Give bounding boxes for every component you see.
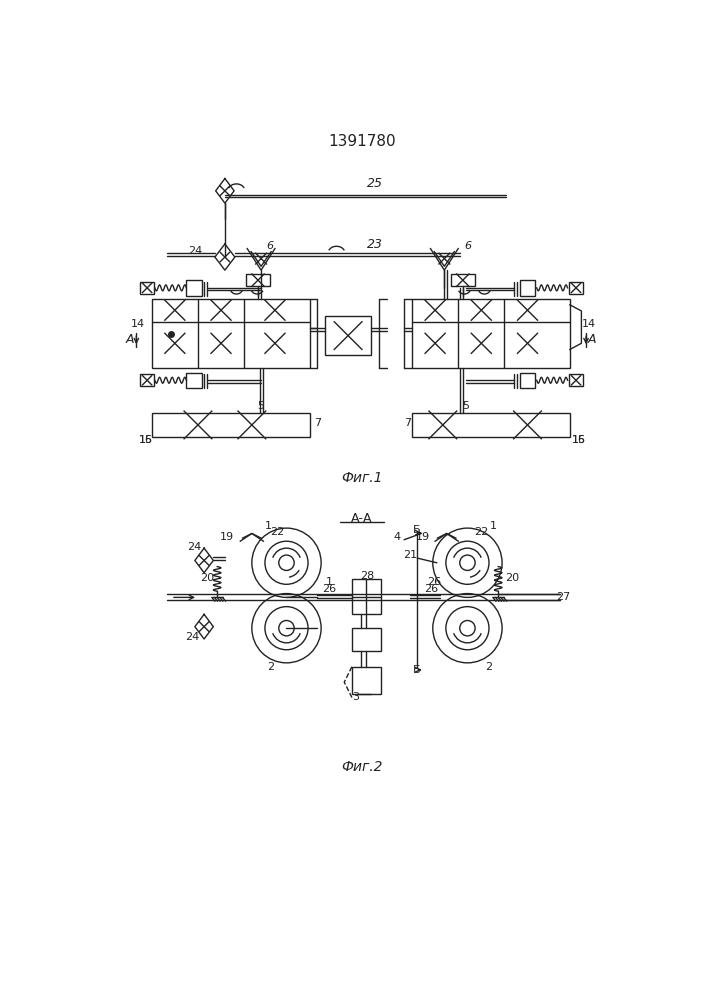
Text: 6: 6 (266, 241, 273, 251)
Text: 22: 22 (474, 527, 489, 537)
Bar (352, 667, 381, 694)
Text: 20: 20 (505, 573, 519, 583)
Text: 19: 19 (416, 532, 430, 542)
Text: 3: 3 (352, 692, 359, 702)
Bar (325, 316, 371, 355)
Bar (450, 274, 475, 286)
Bar (152, 299, 310, 368)
Bar (140, 282, 154, 294)
Text: A: A (126, 333, 134, 346)
Text: 21: 21 (404, 550, 418, 560)
Text: Фиг.2: Фиг.2 (341, 760, 382, 774)
Bar (187, 373, 201, 388)
Bar (152, 413, 310, 437)
Circle shape (279, 555, 294, 570)
Bar (187, 280, 201, 296)
Text: 25: 25 (367, 177, 383, 190)
Bar (569, 282, 583, 294)
Text: 16: 16 (139, 435, 153, 445)
Text: 5: 5 (462, 401, 469, 411)
Text: 1391780: 1391780 (328, 134, 396, 149)
Text: 7: 7 (314, 418, 321, 428)
Text: Фиг.1: Фиг.1 (341, 471, 382, 485)
Bar (520, 280, 535, 296)
Text: 15: 15 (139, 435, 153, 445)
Circle shape (460, 555, 475, 570)
Text: 2: 2 (267, 662, 274, 672)
Text: 1: 1 (265, 521, 272, 531)
Text: 15: 15 (572, 435, 586, 445)
Text: 16: 16 (572, 435, 586, 445)
Text: 1: 1 (490, 521, 497, 531)
Text: 24: 24 (189, 246, 203, 256)
Bar (520, 373, 535, 388)
Text: 19: 19 (220, 532, 234, 542)
Bar (412, 413, 570, 437)
Circle shape (279, 620, 294, 636)
Text: 24: 24 (187, 542, 201, 552)
Text: 7: 7 (404, 418, 411, 428)
Text: 2: 2 (486, 662, 493, 672)
Bar (352, 579, 381, 614)
Bar (140, 374, 154, 386)
Text: 26: 26 (427, 577, 441, 587)
Text: 26: 26 (424, 584, 438, 594)
Bar (352, 628, 381, 651)
Text: 1: 1 (325, 577, 332, 587)
Bar (412, 299, 570, 368)
Text: 28: 28 (361, 571, 375, 581)
Text: Б: Б (413, 525, 421, 535)
Text: 24: 24 (185, 632, 199, 642)
Text: 27: 27 (556, 592, 571, 602)
Text: 20: 20 (200, 573, 214, 583)
Text: 22: 22 (270, 527, 284, 537)
Text: 6: 6 (464, 241, 471, 251)
Bar (246, 274, 270, 286)
Text: 23: 23 (367, 238, 383, 251)
Text: Б: Б (413, 665, 421, 675)
Text: 5: 5 (257, 401, 264, 411)
Text: 14: 14 (131, 319, 145, 329)
Text: 4: 4 (393, 532, 400, 542)
Bar (569, 374, 583, 386)
Text: A: A (588, 333, 597, 346)
Circle shape (460, 620, 475, 636)
Text: 26: 26 (322, 584, 336, 594)
Text: А-А: А-А (351, 512, 373, 525)
Text: 14: 14 (582, 319, 596, 329)
